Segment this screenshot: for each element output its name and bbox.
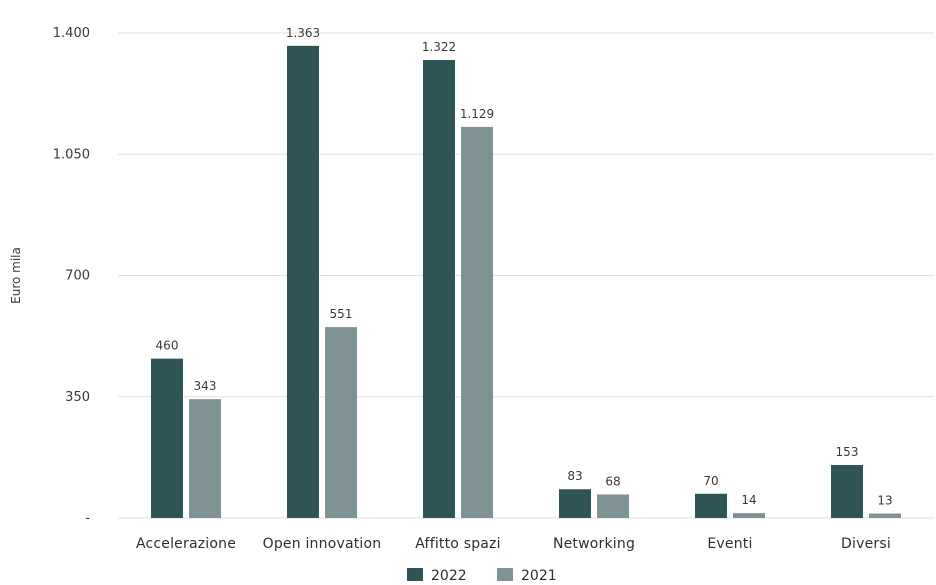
data-labels: 460 343 1.363 551 1.322 1.129 83 68 70 14 153 13	[156, 26, 893, 508]
y-axis-title: Euro mila	[9, 247, 23, 304]
x-category-label: Eventi	[707, 536, 752, 552]
legend: 2022 2021	[407, 568, 557, 584]
x-category-label: Open innovation	[263, 536, 382, 552]
data-label: 68	[605, 474, 620, 488]
bar-2022-diversi	[831, 465, 863, 518]
bar-2021-eventi	[733, 513, 765, 518]
data-label: 13	[877, 493, 892, 507]
y-tick-label: 350	[65, 390, 90, 405]
x-category-label: Accelerazione	[136, 536, 236, 552]
data-label: 70	[703, 474, 718, 488]
y-tick-label: 700	[65, 269, 90, 284]
bar-2021-networking	[597, 494, 629, 518]
data-label: 460	[156, 339, 179, 353]
data-label: 153	[836, 445, 859, 459]
data-label: 551	[330, 307, 353, 321]
bar-2021-affitto-spazi	[461, 127, 493, 518]
y-tick-label: 1.400	[53, 26, 90, 41]
y-tick-label: 1.050	[53, 147, 90, 162]
data-label: 1.129	[460, 107, 494, 121]
bar-2022-eventi	[695, 494, 727, 518]
data-label: 83	[567, 469, 582, 483]
bar-2022-accelerazione	[151, 359, 183, 518]
y-tick-label: -	[85, 511, 90, 526]
y-axis-ticks: - 350 700 1.050 1.400	[53, 26, 91, 526]
data-label: 1.322	[422, 40, 456, 54]
data-label: 1.363	[286, 26, 320, 40]
legend-swatch	[497, 568, 513, 581]
bar-2021-open-innovation	[325, 327, 357, 518]
bar-2022-affitto-spazi	[423, 60, 455, 518]
x-category-label: Networking	[553, 536, 635, 552]
data-label: 14	[741, 493, 756, 507]
bar-2021-diversi	[869, 513, 901, 518]
bars	[151, 46, 901, 518]
bar-2022-open-innovation	[287, 46, 319, 518]
x-axis-categories: Accelerazione Open innovation Affitto spaz…	[136, 536, 891, 552]
x-category-label: Diversi	[841, 536, 891, 552]
legend-swatch	[407, 568, 423, 581]
gridlines	[118, 33, 934, 518]
legend-label: 2021	[521, 568, 557, 584]
x-category-label: Affitto spazi	[415, 536, 500, 552]
bar-2021-accelerazione	[189, 399, 221, 518]
legend-label: 2022	[431, 568, 467, 584]
bar-2022-networking	[559, 489, 591, 518]
data-label: 343	[194, 379, 217, 393]
